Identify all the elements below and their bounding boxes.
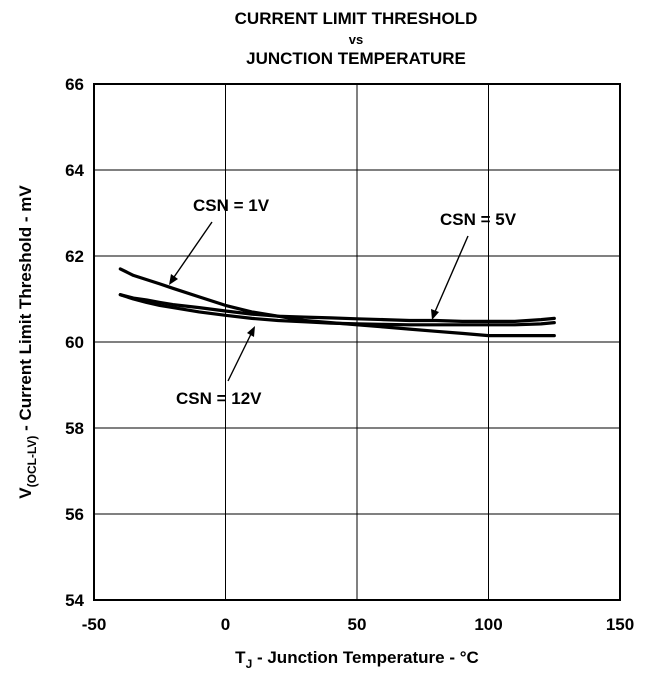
- y-axis-label-rest: - Current Limit Threshold - mV: [16, 185, 35, 436]
- x-tick-label: 150: [606, 615, 634, 634]
- chart-title: CURRENT LIMIT THRESHOLD vs JUNCTION TEMP…: [235, 9, 478, 68]
- annotation-label-csn-5v: CSN = 5V: [440, 210, 517, 229]
- x-axis-label: TJ - Junction Temperature - °C: [235, 648, 479, 671]
- y-tick-labels: 54 56 58 60 62 64 66: [65, 75, 84, 610]
- x-tick-labels: -50 0 50 100 150: [82, 615, 634, 634]
- y-axis-label-sub: (OCL-LV): [25, 436, 39, 488]
- x-tick-label: 50: [348, 615, 367, 634]
- x-axis-label-main: T: [235, 648, 246, 667]
- annotation-arrowhead-csn-12v: [247, 326, 255, 337]
- x-tick-label: 0: [221, 615, 230, 634]
- gridlines: [93, 83, 621, 601]
- x-axis-label-sub: J: [246, 657, 253, 671]
- annotation-csn-1v: CSN = 1V: [169, 196, 270, 285]
- title-line-3: JUNCTION TEMPERATURE: [246, 49, 466, 68]
- annotation-label-csn-12v: CSN = 12V: [176, 389, 262, 408]
- title-line-1: CURRENT LIMIT THRESHOLD: [235, 9, 478, 28]
- annotation-csn-5v: CSN = 5V: [431, 210, 517, 320]
- series-line-csn-12v: [118, 293, 556, 327]
- y-tick-label: 62: [65, 247, 84, 266]
- annotation-arrowhead-csn-1v: [169, 274, 178, 285]
- y-tick-label: 56: [65, 505, 84, 524]
- y-tick-label: 64: [65, 161, 84, 180]
- x-tick-label: 100: [474, 615, 502, 634]
- x-tick-label: -50: [82, 615, 107, 634]
- y-tick-label: 66: [65, 75, 84, 94]
- series-lines: [118, 267, 556, 338]
- x-axis-label-rest: - Junction Temperature - °C: [252, 648, 479, 667]
- annotation-arrow-csn-1v: [171, 221, 213, 281]
- plot-frame: [93, 83, 621, 601]
- y-tick-label: 54: [65, 591, 84, 610]
- annotation-label-csn-1v: CSN = 1V: [193, 196, 270, 215]
- annotation-arrow-csn-5v: [433, 235, 469, 315]
- annotation-arrow-csn-12v: [227, 331, 253, 382]
- annotation-csn-12v: CSN = 12V: [176, 326, 262, 408]
- y-tick-label: 58: [65, 419, 84, 438]
- series-line-csn-5v: [118, 293, 556, 323]
- annotation-arrowhead-csn-5v: [431, 309, 439, 320]
- y-axis-label: V(OCL-LV) - Current Limit Threshold - mV: [16, 185, 39, 499]
- y-axis-label-main: V: [16, 487, 35, 499]
- y-tick-label: 60: [65, 333, 84, 352]
- title-line-2: vs: [349, 32, 363, 47]
